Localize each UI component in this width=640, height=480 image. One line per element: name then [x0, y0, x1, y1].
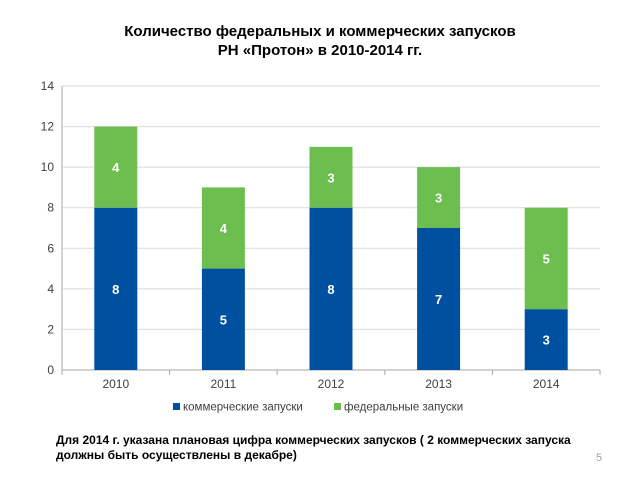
data-label: 4	[220, 221, 228, 236]
bar-federal-2010	[94, 126, 138, 208]
y-tick-label: 2	[47, 322, 54, 336]
x-tick-label: 2013	[425, 377, 452, 391]
data-label: 8	[327, 282, 334, 297]
legend-entry: коммерческие запуски	[183, 402, 303, 414]
bar-federal-2014	[524, 207, 568, 310]
bar-commercial-2014	[524, 309, 568, 370]
x-tick-label: 2014	[533, 377, 560, 391]
data-label: 3	[543, 333, 550, 348]
y-tick-label: 6	[47, 241, 54, 255]
footnote: Для 2014 г. указана плановая цифра комме…	[56, 433, 571, 462]
bar-commercial-2011	[201, 268, 245, 370]
bar-federal-2012	[309, 146, 353, 208]
data-label: 7	[435, 292, 442, 307]
data-label: 3	[435, 191, 442, 206]
page-number: 5	[596, 452, 603, 464]
data-label: 5	[220, 312, 227, 327]
y-tick-label: 12	[41, 120, 55, 134]
y-tick-label: 0	[47, 363, 54, 377]
bar-commercial-2012	[309, 207, 353, 370]
bar-commercial-2013	[417, 228, 461, 370]
x-tick-label: 2012	[318, 377, 345, 391]
data-label: 8	[112, 282, 119, 297]
data-label: 3	[327, 170, 334, 185]
stacked-bar-chart: 0 2 4 6 8 10 12 14 8 4 2010 5 4 2011 8 3 2012 7 3 2013 3 5 201…	[41, 79, 601, 414]
data-label: 4	[112, 160, 120, 175]
y-tick-label: 4	[47, 282, 54, 296]
legend-entry: федеральные запуски	[344, 402, 463, 414]
y-tick-label: 8	[47, 201, 54, 215]
chart-title-line-1: Количество федеральных и коммерческих за…	[124, 23, 516, 40]
legend-swatch	[173, 403, 180, 410]
x-tick-label: 2010	[102, 377, 129, 391]
bar-commercial-2010	[94, 207, 138, 370]
y-tick-label: 10	[41, 160, 55, 174]
bar-federal-2013	[417, 167, 461, 228]
legend-swatch	[334, 403, 341, 410]
y-tick-label: 14	[41, 79, 55, 93]
chart-title: Количество федеральных и коммерческих за…	[0, 22, 640, 60]
bar-federal-2011	[201, 187, 245, 269]
x-tick-label: 2011	[210, 377, 236, 391]
data-label: 5	[543, 251, 550, 266]
chart-title-line-2: РН «Протон» в 2010-2014 гг.	[217, 42, 423, 59]
